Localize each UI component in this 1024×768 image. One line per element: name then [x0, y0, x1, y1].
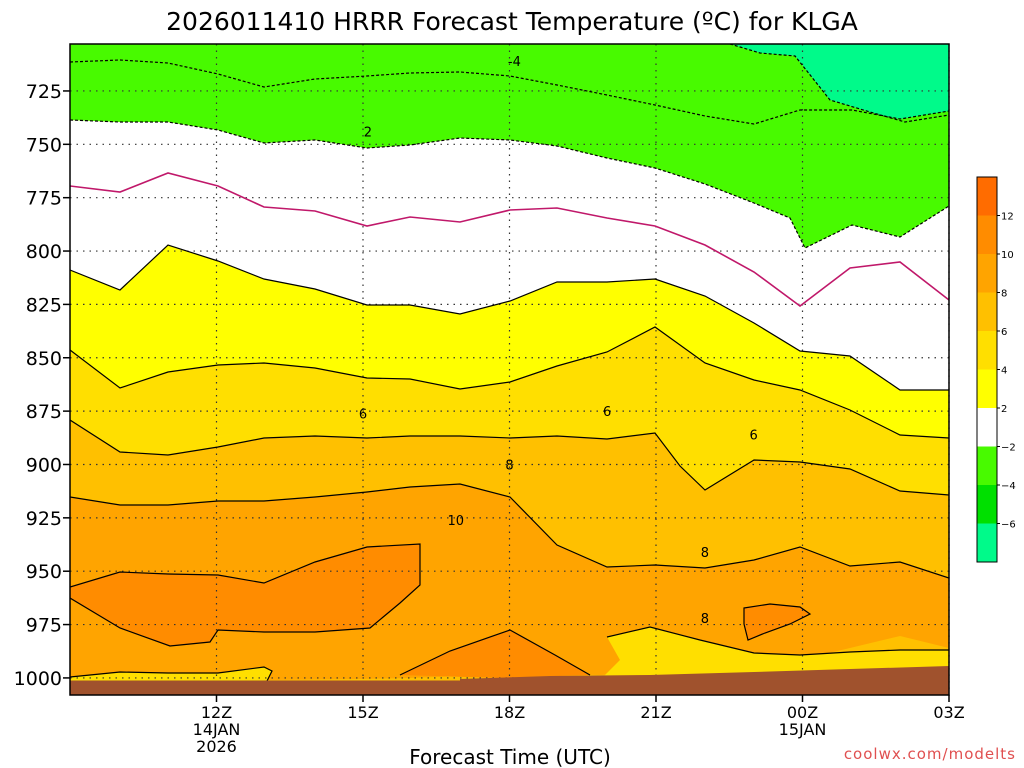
band-minus6-minus4	[730, 44, 949, 122]
x-tick-label: 2026	[196, 737, 237, 756]
x-tick-label: 12Z	[201, 703, 232, 722]
colorbar-tick-label: −2	[1001, 443, 1016, 454]
contour-label: 8	[701, 612, 709, 627]
y-tick-label: 750	[26, 134, 62, 156]
contour-minus2	[70, 119, 949, 249]
colorbar-tick-label: 10	[1001, 250, 1014, 261]
contour-10-surface	[399, 629, 591, 676]
y-tick-label: 800	[26, 241, 62, 263]
contour-10-small	[743, 603, 812, 641]
band-minus2-2	[70, 120, 949, 390]
colorbar-segment	[977, 446, 997, 485]
y-tick-label: 1000	[14, 668, 62, 690]
x-tick-label: 15JAN	[779, 720, 827, 739]
x-tick-label: 14JAN	[193, 720, 241, 739]
colorbar-tick-label: 6	[1001, 327, 1007, 338]
contour-label: 6	[359, 407, 367, 422]
y-tick-label: 875	[26, 401, 62, 423]
credit-text: coolwx.com/modelts	[844, 745, 1016, 763]
colorbar-segment	[977, 408, 997, 447]
y-tick-label: 900	[26, 454, 62, 476]
ground-rise	[460, 666, 949, 683]
y-tick-label: 825	[26, 294, 62, 316]
contour-label: 6	[750, 429, 758, 444]
ground-terrain	[70, 681, 949, 695]
band-10-12-small	[744, 604, 810, 640]
plot-area: -4 2 6 6 6 8 10 8 8	[69, 43, 950, 696]
contour-8-lower-left	[70, 666, 273, 684]
x-tick-label: 15Z	[347, 703, 378, 722]
colorbar-segment	[977, 177, 997, 216]
contour-label: 6	[603, 405, 611, 420]
contour-minus4	[70, 59, 949, 125]
colorbar: −6 −4 −2 2 4 6 8 10 12	[976, 176, 1016, 563]
x-tick-label: 03Z	[933, 703, 964, 722]
y-axis: 725 750 775 800 825 850 875 900 925 950 975 1000	[14, 81, 70, 690]
band-low-surface	[600, 627, 949, 680]
y-tick-label: 925	[26, 508, 62, 530]
y-tick-label: 950	[26, 561, 62, 583]
y-tick-label: 850	[26, 348, 62, 370]
contour-8-lower	[606, 626, 949, 656]
contour-label: -4	[508, 55, 521, 70]
colorbar-tick-label: 2	[1001, 404, 1007, 415]
contour-label: 2	[364, 126, 372, 141]
contour-minus4-upper	[729, 44, 949, 123]
colorbar-segment	[977, 331, 997, 370]
chart-title: 2026011410 HRRR Forecast Temperature (ºC…	[166, 7, 858, 36]
x-tick-label: 00Z	[787, 703, 818, 722]
contour-label-layer: -4 2 6 6 6 8 10 8 8	[359, 55, 758, 627]
colorbar-tick-label: 8	[1001, 289, 1007, 300]
colorbar-tick-label: 12	[1001, 212, 1014, 223]
x-axis-label: Forecast Time (UTC)	[409, 745, 611, 768]
band-minus4-minus2	[70, 60, 949, 248]
x-tick-label: 18Z	[494, 703, 525, 722]
y-tick-label: 975	[26, 615, 62, 637]
contour-8	[70, 483, 949, 579]
colorbar-segment	[977, 215, 997, 254]
contour-4	[70, 326, 949, 439]
band-6-8	[70, 327, 949, 495]
contour-lines	[70, 44, 949, 684]
band-low-surface-left	[70, 667, 272, 683]
colorbar-segment	[977, 523, 997, 562]
colorbar-segment	[977, 485, 997, 524]
y-tick-label: 775	[26, 188, 62, 210]
contour-zero	[70, 172, 949, 307]
contour-2	[70, 244, 949, 391]
colorbar-segment	[977, 292, 997, 331]
contour-10	[70, 543, 421, 647]
band-minus4-top	[70, 44, 949, 124]
y-tick-label: 725	[26, 81, 62, 103]
colorbar-segment	[977, 369, 997, 408]
contour-label: 10	[448, 514, 465, 529]
colorbar-tick-label: −6	[1001, 520, 1016, 531]
contour-label: 8	[505, 458, 513, 473]
colorbar-segment	[977, 254, 997, 293]
colorbar-tick-label: −4	[1001, 481, 1016, 492]
band-4-6	[70, 245, 949, 438]
band-10-12-surface	[400, 630, 590, 678]
contour-label: 8	[701, 546, 709, 561]
contour-6	[70, 419, 949, 496]
band-10-12	[70, 544, 420, 646]
colorbar-tick-label: 4	[1001, 366, 1007, 377]
x-tick-label: 21Z	[640, 703, 671, 722]
